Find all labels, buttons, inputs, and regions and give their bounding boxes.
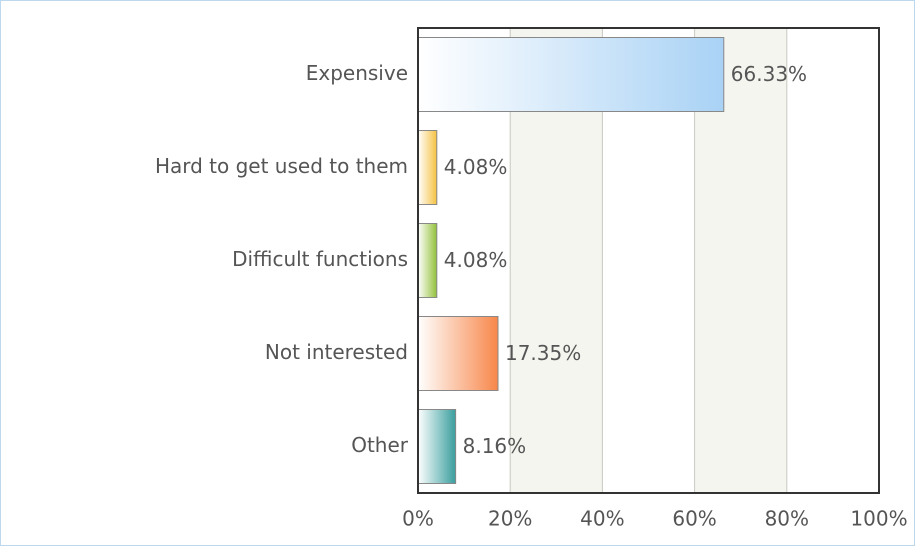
- value-label: 17.35%: [505, 341, 581, 365]
- bar: [417, 316, 499, 391]
- y-tick-label: Not interested: [265, 340, 408, 364]
- y-tick-label: Difficult functions: [232, 247, 408, 271]
- x-tick-label: 60%: [672, 507, 716, 531]
- x-tick-label: 80%: [765, 507, 809, 531]
- value-label: 8.16%: [463, 434, 527, 458]
- x-tick-label: 20%: [488, 507, 532, 531]
- value-label: 4.08%: [444, 248, 508, 272]
- y-tick-label: Other: [351, 433, 409, 457]
- bar: [417, 223, 438, 298]
- plot-border: [417, 27, 880, 494]
- x-tick-label: 40%: [580, 507, 624, 531]
- y-tick-label: Expensive: [306, 61, 408, 85]
- bar: [417, 37, 725, 112]
- x-tick-label: 0%: [402, 507, 434, 531]
- value-label: 66.33%: [731, 62, 807, 86]
- value-label: 4.08%: [444, 155, 508, 179]
- bar: [417, 409, 457, 484]
- bar: [417, 130, 438, 205]
- y-tick-label: Hard to get used to them: [155, 154, 408, 178]
- x-tick-label: 100%: [850, 507, 907, 531]
